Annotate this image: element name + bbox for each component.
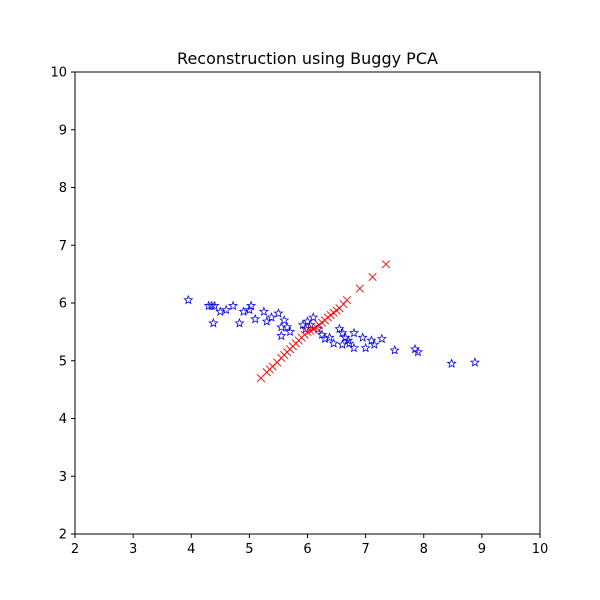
x-tick-label: 10	[532, 542, 549, 557]
y-tick-label: 9	[59, 123, 67, 138]
x-tick-label: 6	[303, 542, 311, 557]
star-point	[328, 338, 339, 348]
plot-area	[183, 260, 480, 383]
star-point	[246, 300, 257, 311]
star-point	[183, 294, 194, 305]
star-point	[334, 323, 345, 334]
star-point	[348, 342, 360, 353]
star-point	[376, 333, 387, 344]
x-point	[342, 295, 352, 305]
star-point	[276, 330, 287, 341]
star-point	[285, 326, 296, 337]
x-tick-label: 8	[420, 542, 428, 557]
star-point	[357, 332, 368, 342]
star-point	[206, 300, 217, 311]
star-point	[369, 339, 380, 349]
star-point	[360, 342, 371, 353]
star-point	[282, 321, 293, 332]
y-tick-label: 10	[50, 66, 67, 81]
star-point	[389, 345, 400, 355]
y-tick-label: 5	[59, 354, 67, 369]
star-point	[266, 312, 277, 322]
star-point	[446, 358, 457, 368]
x-tick-label: 5	[245, 542, 253, 557]
star-point	[348, 327, 360, 338]
star-point	[319, 333, 330, 344]
star-point	[250, 313, 261, 324]
x-tick-label: 2	[71, 542, 79, 557]
y-tick-label: 3	[59, 470, 67, 485]
plot-frame	[74, 71, 541, 535]
star-point	[412, 346, 423, 357]
star-point	[308, 312, 319, 322]
star-point	[344, 338, 355, 348]
chart-title: Reconstruction using Buggy PCA	[177, 49, 438, 68]
y-tick-label: 8	[59, 181, 67, 196]
x-point	[303, 327, 312, 336]
star-point	[366, 335, 377, 345]
x-tick-label: 3	[129, 542, 137, 557]
star-point	[273, 308, 284, 318]
star-point	[279, 315, 290, 325]
star-point	[337, 327, 348, 338]
star-point	[238, 306, 249, 316]
star-point	[209, 300, 220, 311]
axes: 2 3 4 5 6 7 8 9 10 2 3 4 5 6 7 8 9 10	[50, 66, 548, 558]
x-tick-label: 7	[361, 542, 369, 557]
star-point	[215, 306, 226, 316]
star-point	[305, 319, 316, 330]
y-tick-label: 4	[59, 412, 67, 427]
x-point	[368, 272, 377, 282]
y-tick-label: 2	[59, 528, 67, 543]
star-point	[228, 300, 239, 311]
star-point	[221, 304, 232, 315]
x-tick-label: 4	[187, 542, 195, 557]
star-point	[316, 329, 328, 340]
y-tick-label: 7	[59, 239, 67, 254]
star-point	[234, 317, 245, 328]
x-tick-label: 9	[478, 542, 486, 557]
star-point	[469, 357, 480, 367]
y-tick-label: 6	[59, 297, 67, 312]
star-point	[337, 339, 348, 349]
star-point	[258, 306, 269, 316]
x-point	[355, 284, 364, 293]
x-point	[381, 260, 391, 269]
star-point	[324, 332, 335, 342]
star-point	[208, 317, 219, 328]
